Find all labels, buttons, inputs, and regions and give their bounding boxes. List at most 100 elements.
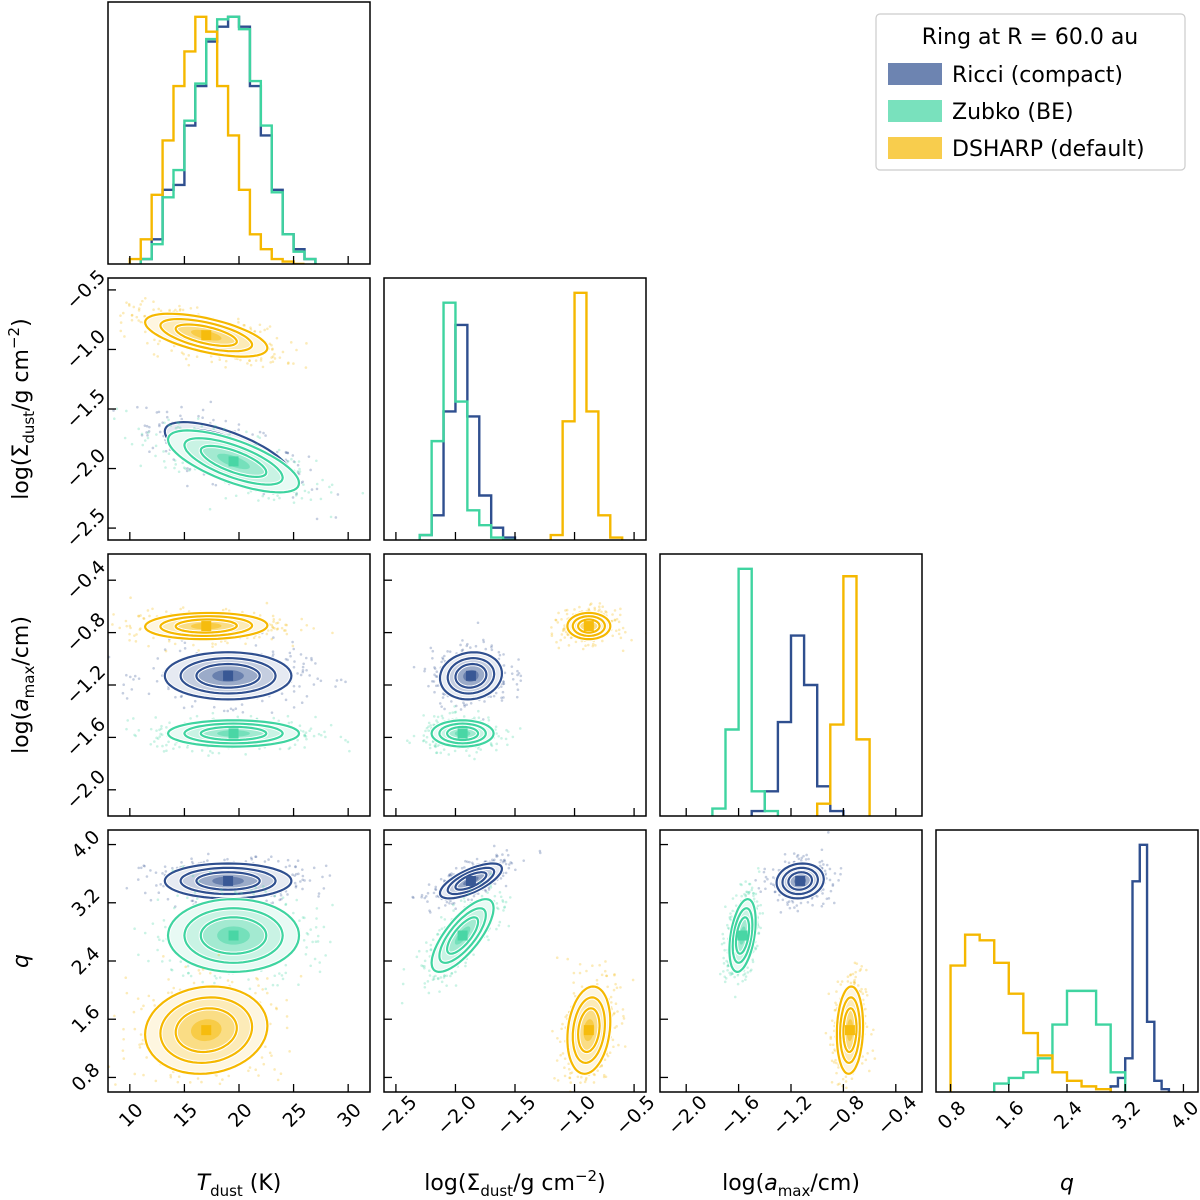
sample-point: [167, 687, 170, 691]
sample-point: [510, 672, 514, 675]
sample-point: [564, 609, 567, 612]
sample-point: [284, 903, 287, 907]
hist-A-series-2: [816, 575, 871, 816]
sample-point: [591, 642, 595, 646]
sample-point: [313, 957, 317, 961]
sample-point: [157, 410, 161, 414]
sample-point: [272, 498, 276, 502]
sample-point: [138, 1043, 141, 1046]
sample-point: [139, 627, 142, 630]
y-tick-label: −2.0: [62, 444, 110, 492]
sample-point: [262, 1062, 266, 1066]
sample-point: [147, 644, 150, 648]
sample-point: [318, 961, 322, 964]
sample-point: [618, 613, 622, 617]
scatter-panel-T-q: [108, 852, 334, 1086]
sample-point: [173, 459, 177, 462]
sample-point: [218, 976, 222, 979]
sample-point: [292, 665, 296, 669]
sample-point: [348, 749, 351, 753]
sample-point: [278, 747, 282, 751]
sample-point: [443, 654, 446, 658]
sample-point: [304, 731, 308, 735]
sample-point: [139, 320, 143, 324]
sample-point: [193, 891, 197, 894]
sample-point: [302, 938, 306, 942]
sample-point: [339, 735, 343, 739]
sample-point: [305, 623, 309, 627]
y-tick-label: 2.4: [68, 943, 105, 980]
sample-point: [459, 643, 462, 647]
sample-point: [507, 730, 510, 733]
sample-point: [158, 735, 162, 738]
sample-point: [114, 1083, 117, 1086]
sample-point: [249, 363, 253, 367]
sample-point: [235, 892, 239, 896]
sample-point: [297, 460, 301, 463]
sample-point: [330, 483, 334, 487]
sample-point: [119, 329, 123, 333]
y-tick-label: 3.2: [68, 884, 105, 921]
sample-point: [162, 750, 166, 753]
sample-point: [149, 727, 153, 731]
sample-point: [122, 1057, 126, 1060]
sample-point: [578, 605, 581, 609]
sample-point: [172, 458, 176, 461]
sample-point: [152, 308, 155, 312]
sample-point: [500, 696, 503, 700]
sample-point: [237, 317, 240, 321]
sample-point: [162, 955, 165, 958]
sample-point: [200, 1080, 203, 1084]
sample-point: [476, 621, 480, 625]
sample-point: [224, 365, 227, 369]
sample-point: [177, 421, 181, 425]
sample-point: [159, 309, 163, 313]
sample-point: [284, 902, 288, 906]
sample-point: [301, 887, 304, 891]
sample-point: [563, 626, 566, 630]
sample-point: [303, 879, 306, 882]
sample-point: [122, 1037, 125, 1041]
sample-point: [260, 1056, 264, 1059]
sample-point: [314, 925, 318, 929]
sample-point: [426, 900, 429, 903]
sample-point: [453, 711, 457, 714]
sample-point: [322, 887, 326, 890]
sample-point: [305, 668, 308, 672]
sample-point: [163, 648, 167, 651]
sample-point: [142, 616, 145, 620]
sample-point: [505, 728, 508, 732]
sample-point: [489, 742, 493, 745]
sample-point: [317, 732, 321, 736]
hist-T-series-1: [139, 15, 317, 264]
sample-point: [221, 1078, 224, 1081]
contour-1-0: [166, 719, 301, 748]
sample-point: [293, 874, 296, 877]
sample-point: [598, 608, 601, 611]
sample-point: [180, 694, 183, 698]
sample-point: [432, 891, 436, 895]
sample-point: [174, 695, 177, 699]
sample-point: [186, 964, 190, 968]
sample-point: [123, 436, 127, 440]
sample-point: [440, 714, 444, 718]
sample-point: [433, 666, 436, 669]
panel-frame-2-1: [383, 553, 647, 817]
sample-point: [331, 631, 334, 635]
sample-point: [208, 507, 212, 511]
sample-point: [254, 359, 258, 362]
sample-point: [248, 1066, 252, 1069]
sample-point: [297, 472, 301, 476]
sample-point: [145, 1056, 148, 1059]
sample-point: [346, 740, 350, 744]
sample-point: [280, 692, 284, 695]
contour-0-2: [454, 662, 488, 689]
sample-point: [331, 903, 334, 907]
sample-point: [270, 628, 273, 632]
sample-point: [323, 730, 326, 734]
sample-point: [285, 1015, 289, 1018]
sample-point: [138, 1046, 142, 1049]
contour-0-1: [179, 866, 277, 896]
sample-point: [140, 1042, 144, 1046]
sample-point: [284, 698, 288, 702]
